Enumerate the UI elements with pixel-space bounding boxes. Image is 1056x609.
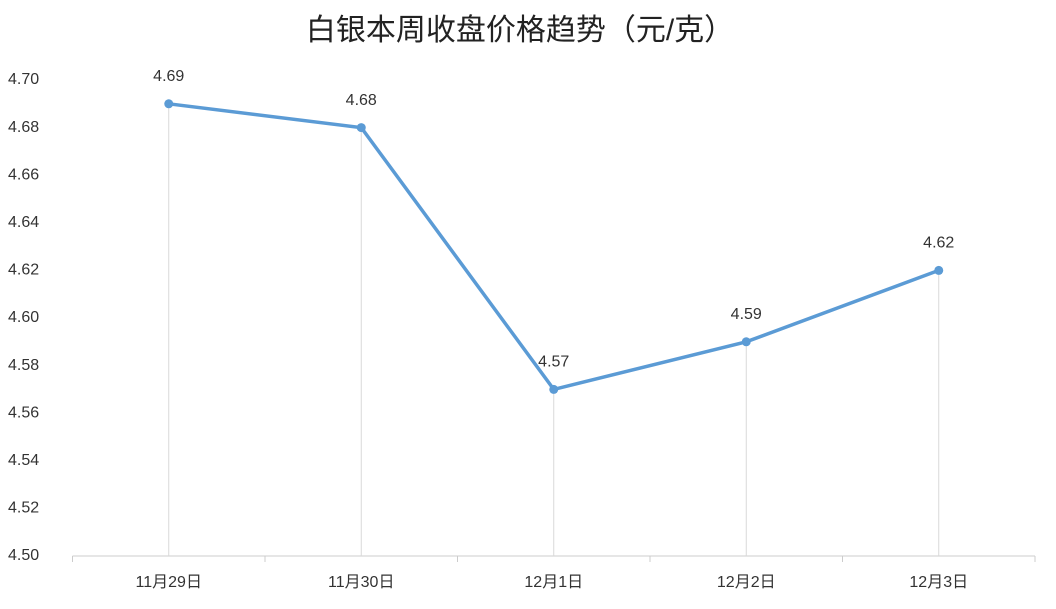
point xyxy=(549,384,559,394)
y-tick-label: 4.58 xyxy=(8,357,39,374)
y-tick-label: 4.52 xyxy=(8,500,39,517)
chart-title: 白银本周收盘价格趋势（元/克） xyxy=(306,14,734,47)
y-tick-label: 4.50 xyxy=(8,547,39,564)
y-tick-label: 4.70 xyxy=(8,71,39,88)
x-tick-label: 12月2日 xyxy=(717,574,776,591)
line xyxy=(168,102,940,392)
data-label: 4.68 xyxy=(346,92,377,109)
x-tick-label: 11月29日 xyxy=(136,574,202,591)
y-tick-label: 4.62 xyxy=(8,262,39,279)
y-tick-label: 4.60 xyxy=(8,309,39,326)
y-tick-label: 4.54 xyxy=(8,452,39,469)
point xyxy=(164,99,174,109)
data-label: 4.59 xyxy=(731,306,762,323)
y-tick-label: 4.64 xyxy=(8,214,39,231)
point xyxy=(934,265,944,275)
x-tick-label: 11月30日 xyxy=(328,574,394,591)
data-label: 4.69 xyxy=(153,68,184,85)
data-label: 4.57 xyxy=(538,354,569,371)
data-label: 4.62 xyxy=(923,235,954,252)
y-tick-label: 4.66 xyxy=(8,166,39,183)
y-tick-label: 4.68 xyxy=(8,119,39,136)
point xyxy=(741,337,751,347)
x-tick-label: 12月1日 xyxy=(524,574,583,591)
y-tick-label: 4.56 xyxy=(8,404,39,421)
x-tick-label: 12月3日 xyxy=(909,574,968,591)
point xyxy=(356,123,366,133)
